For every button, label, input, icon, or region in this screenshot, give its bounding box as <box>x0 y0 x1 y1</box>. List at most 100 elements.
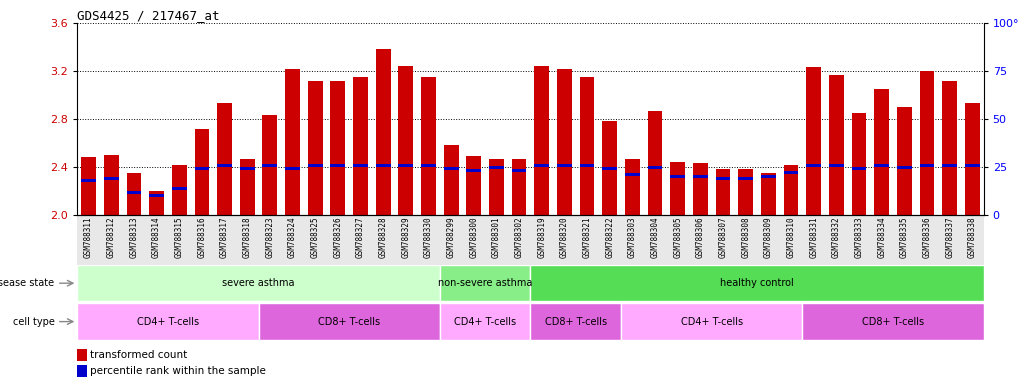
Bar <box>739 177 753 180</box>
Bar <box>965 164 980 167</box>
Bar <box>621 303 802 340</box>
Bar <box>308 81 322 215</box>
Text: GDS4425 / 217467_at: GDS4425 / 217467_at <box>77 9 219 22</box>
Bar <box>874 89 889 215</box>
Bar <box>444 167 458 170</box>
Bar <box>942 81 957 215</box>
Bar <box>77 265 440 301</box>
Bar <box>104 177 118 180</box>
Bar <box>263 164 277 167</box>
Bar <box>353 77 368 215</box>
Bar <box>920 164 934 167</box>
Bar <box>217 164 232 167</box>
Bar <box>399 66 413 215</box>
Bar <box>580 77 594 215</box>
Bar <box>852 167 866 170</box>
Bar <box>530 265 984 301</box>
Bar <box>693 175 708 178</box>
Bar <box>920 71 934 215</box>
Bar <box>761 173 776 215</box>
Bar <box>353 164 368 167</box>
Bar <box>376 164 390 167</box>
Text: CD4+ T-cells: CD4+ T-cells <box>681 316 743 327</box>
Bar <box>376 50 390 215</box>
Text: cell type: cell type <box>12 316 55 327</box>
Bar <box>806 164 821 167</box>
Text: non-severe asthma: non-severe asthma <box>438 278 533 288</box>
Bar <box>806 68 821 215</box>
Bar <box>829 74 844 215</box>
Bar <box>285 69 300 215</box>
Bar <box>195 129 209 215</box>
Bar <box>648 111 662 215</box>
Bar <box>535 164 549 167</box>
Bar <box>852 113 866 215</box>
Bar <box>77 303 259 340</box>
Bar <box>784 171 798 174</box>
Bar <box>829 164 844 167</box>
Bar <box>421 77 436 215</box>
Bar <box>331 164 345 167</box>
Bar <box>489 159 504 215</box>
Bar <box>489 166 504 169</box>
Bar <box>897 107 912 215</box>
Bar <box>81 157 96 215</box>
Bar <box>897 166 912 169</box>
Text: CD4+ T-cells: CD4+ T-cells <box>137 316 199 327</box>
Bar <box>530 303 621 340</box>
Text: CD8+ T-cells: CD8+ T-cells <box>545 316 607 327</box>
Bar <box>259 303 440 340</box>
Bar <box>625 159 640 215</box>
Text: healthy control: healthy control <box>720 278 794 288</box>
Bar <box>331 81 345 215</box>
Bar <box>761 175 776 178</box>
Text: CD8+ T-cells: CD8+ T-cells <box>862 316 924 327</box>
Bar <box>285 167 300 170</box>
Text: CD4+ T-cells: CD4+ T-cells <box>454 316 516 327</box>
Bar <box>263 116 277 215</box>
Text: severe asthma: severe asthma <box>222 278 295 288</box>
Bar <box>399 164 413 167</box>
Bar <box>127 173 141 215</box>
Bar <box>535 66 549 215</box>
Bar <box>195 167 209 170</box>
Bar <box>557 69 572 215</box>
Bar <box>81 179 96 182</box>
Bar <box>149 191 164 215</box>
Bar <box>172 187 186 190</box>
Bar <box>172 165 186 215</box>
Bar <box>240 167 254 170</box>
Bar <box>648 166 662 169</box>
Text: percentile rank within the sample: percentile rank within the sample <box>91 366 266 376</box>
Bar <box>784 165 798 215</box>
Bar <box>942 164 957 167</box>
Bar <box>580 164 594 167</box>
Bar <box>240 159 254 215</box>
Bar <box>77 365 87 377</box>
Bar <box>557 164 572 167</box>
Bar <box>739 169 753 215</box>
Bar <box>467 169 481 172</box>
Bar <box>716 169 730 215</box>
Bar <box>440 303 530 340</box>
Bar <box>467 156 481 215</box>
Bar <box>104 155 118 215</box>
Bar <box>965 103 980 215</box>
Bar <box>802 303 984 340</box>
Bar <box>77 349 87 361</box>
Bar <box>127 190 141 194</box>
Bar <box>217 103 232 215</box>
Text: disease state: disease state <box>0 278 55 288</box>
Bar <box>149 194 164 197</box>
Bar <box>693 164 708 215</box>
Bar <box>421 164 436 167</box>
Bar <box>716 177 730 180</box>
Bar <box>671 162 685 215</box>
Bar <box>512 159 526 215</box>
Bar <box>625 173 640 176</box>
Bar <box>603 121 617 215</box>
Bar <box>874 164 889 167</box>
Bar <box>603 167 617 170</box>
Text: transformed count: transformed count <box>91 350 187 360</box>
Bar <box>308 164 322 167</box>
